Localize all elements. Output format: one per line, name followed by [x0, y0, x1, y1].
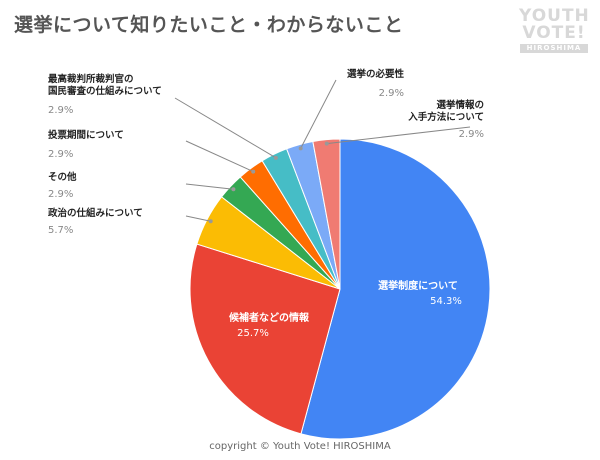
- leader-line: [300, 79, 337, 149]
- leader-dot: [273, 155, 278, 160]
- leader-line: [185, 140, 254, 173]
- slice-label: 入手方法について: [407, 111, 484, 123]
- youth-vote-logo: YOUTH VOTE! HIROSHIMA: [519, 8, 589, 53]
- leader-dot: [298, 146, 303, 151]
- leader-line: [185, 183, 234, 190]
- logo-line-3: HIROSHIMA: [520, 44, 588, 53]
- leader-dot: [208, 219, 213, 224]
- slice-label: 選挙情報の: [436, 99, 484, 111]
- slice-label: 選挙の必要性: [347, 68, 405, 80]
- slice-value-label: 2.9%: [459, 129, 484, 140]
- slice-value-label: 5.7%: [48, 225, 73, 236]
- leader-dot: [251, 169, 256, 174]
- leader-dot: [324, 141, 329, 146]
- slice-label: 投票期間について: [48, 129, 124, 141]
- slice-label: 国民審査の仕組みについて: [48, 85, 162, 97]
- leader-line: [326, 126, 471, 145]
- slice-value-label: 2.9%: [379, 88, 404, 99]
- slice-value-label: 2.9%: [48, 149, 73, 160]
- pie-slice: [312, 138, 341, 290]
- logo-line-1: YOUTH: [519, 6, 590, 26]
- leader-line: [185, 215, 211, 222]
- slice-label: 候補者などの情報: [229, 311, 310, 324]
- copyright-text: copyright © Youth Vote! HIROSHIMA: [209, 441, 391, 452]
- pie-slice: [189, 243, 341, 435]
- slice-value-label: 2.9%: [48, 189, 73, 200]
- slice-value-label: 2.9%: [48, 105, 73, 116]
- chart-title: 選挙について知りたいこと・わからないこと: [14, 14, 404, 36]
- slice-label: 選挙制度について: [378, 279, 458, 292]
- pie-slice: [300, 138, 491, 440]
- slice-label: その他: [48, 171, 77, 183]
- leader-line: [174, 97, 277, 159]
- slice-label: 最高裁判所裁判官の: [48, 73, 134, 85]
- slice-label: 政治の仕組みについて: [48, 207, 143, 219]
- slice-value-label: 25.7%: [237, 328, 269, 339]
- leader-dot: [231, 187, 236, 192]
- logo-line-2: VOTE!: [522, 23, 586, 43]
- slice-value-label: 54.3%: [430, 296, 462, 307]
